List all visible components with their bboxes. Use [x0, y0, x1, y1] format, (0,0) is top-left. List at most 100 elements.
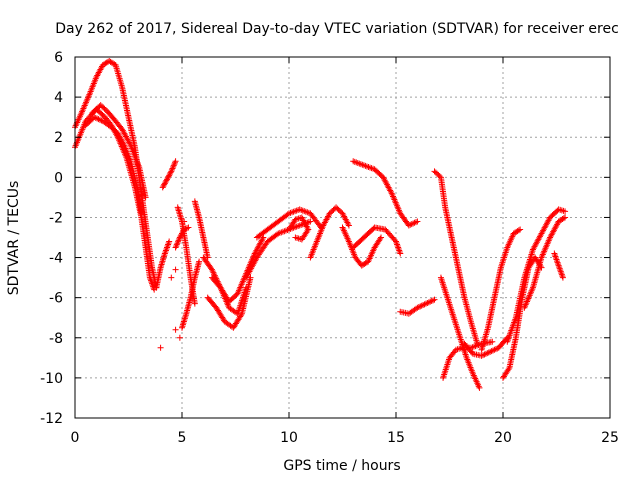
x-axis-label: GPS time / hours: [283, 458, 400, 474]
data-point: [138, 210, 145, 217]
series-arc-9: [179, 258, 203, 331]
x-tick-label: 15: [387, 430, 405, 446]
data-point: [424, 300, 431, 307]
data-point: [405, 222, 412, 229]
data-point: [370, 225, 377, 232]
data-point: [345, 222, 352, 229]
data-point: [174, 240, 181, 247]
data-point: [387, 188, 394, 195]
data-point: [490, 347, 497, 354]
data-point: [172, 158, 179, 165]
data-point: [517, 226, 524, 233]
data-point: [488, 348, 495, 355]
series-arc-18: [339, 224, 385, 269]
x-tick-label: 10: [280, 430, 298, 446]
data-point: [171, 159, 178, 166]
series-arc-30: [551, 250, 566, 281]
x-tick-label: 5: [178, 430, 187, 446]
data-point: [166, 238, 173, 245]
data-point: [164, 175, 171, 182]
series-arc-25: [461, 334, 511, 359]
plot-frame: [74, 56, 611, 419]
data-point: [196, 258, 203, 265]
data-point: [177, 233, 184, 240]
data-point: [161, 181, 168, 188]
data-point: [560, 215, 567, 222]
x-tick-label: 20: [494, 430, 512, 446]
data-point: [430, 297, 437, 304]
data-point: [377, 235, 384, 242]
data-point: [259, 235, 266, 242]
data-point: [427, 298, 434, 305]
data-point: [480, 352, 487, 359]
data-point: [173, 241, 180, 248]
series-arc-29: [521, 214, 569, 311]
data-point: [411, 219, 418, 226]
series-arc-19: [350, 224, 404, 257]
series-arc-14: [243, 218, 314, 281]
data-point: [92, 114, 99, 121]
data-point: [414, 304, 421, 311]
data-point: [425, 299, 432, 306]
data-point: [478, 352, 485, 359]
y-tick-label: -12: [40, 411, 63, 427]
series-arc-6: [159, 158, 179, 191]
data-point: [168, 166, 175, 173]
data-point: [238, 312, 245, 319]
chart-title: Day 262 of 2017, Sidereal Day-to-day VTE…: [55, 21, 619, 37]
data-point: [126, 140, 133, 147]
data-point: [491, 346, 498, 353]
data-point: [167, 169, 174, 176]
data-point: [191, 300, 198, 307]
y-axis-label: SDTVAR / TECUs: [6, 181, 22, 296]
data-point: [292, 234, 299, 241]
data-point: [562, 214, 569, 221]
data-point: [484, 350, 491, 357]
data-point: [181, 218, 188, 225]
data-point: [485, 349, 492, 356]
data-point: [487, 348, 494, 355]
data-point: [414, 218, 421, 225]
series-arc-26: [478, 226, 524, 353]
data-point: [171, 161, 178, 168]
y-tick-label: 2: [54, 130, 63, 146]
data-point: [185, 224, 192, 231]
data-point: [428, 298, 435, 305]
series-arc-4: [82, 114, 145, 217]
data-point: [165, 173, 172, 180]
data-point: [168, 274, 175, 281]
data-point: [415, 304, 422, 311]
series-arc-10: [191, 198, 211, 261]
data-point: [169, 165, 176, 172]
y-tick-label: 4: [54, 90, 63, 106]
series-arc-5: [153, 238, 173, 291]
y-tick-label: -2: [49, 210, 63, 226]
series-arc-13: [208, 234, 267, 305]
data-point: [175, 237, 182, 244]
data-point: [175, 238, 182, 245]
series-arc-1: [72, 106, 158, 293]
series-arc-21: [397, 296, 438, 317]
isolated-points: [157, 218, 188, 351]
y-tick-label: -6: [49, 291, 63, 307]
x-tick-label: 25: [601, 430, 619, 446]
data-point: [410, 220, 417, 227]
data-point: [417, 303, 424, 310]
series-arc-3: [89, 102, 149, 201]
y-tick-label: 0: [54, 170, 63, 186]
series-arc-20: [350, 158, 421, 229]
data-point: [559, 274, 566, 281]
y-tick-label: -4: [49, 251, 63, 267]
data-point: [95, 116, 102, 123]
data-point: [173, 243, 180, 250]
data-point: [407, 221, 414, 228]
data-point: [378, 234, 385, 241]
data-point: [476, 384, 483, 391]
series-arc-17: [307, 204, 352, 261]
data-point: [166, 170, 173, 177]
data-point: [489, 338, 496, 345]
tick-layer: 0 5 10 15 20 25 -12 -10 -8 -6 -4 -2 0 2 4 6: [40, 50, 619, 446]
y-tick-label: -10: [40, 371, 63, 387]
